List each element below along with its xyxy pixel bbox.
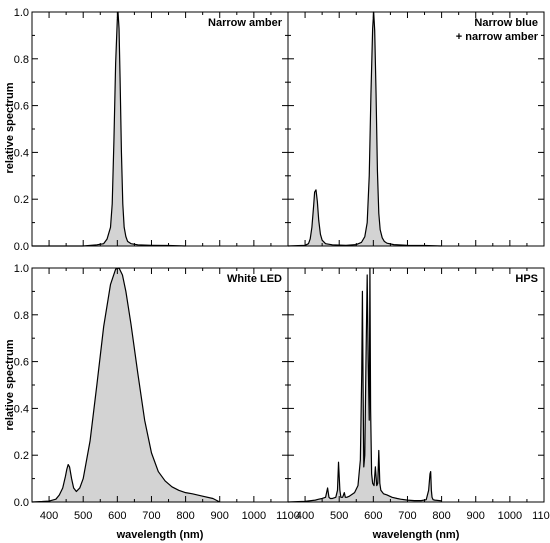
chart-panel-1: 0.0 0.2 0.4 0.6 0.8 1.0 Narrow amber	[14, 7, 289, 253]
spectrum-line	[31, 267, 221, 503]
x-tick-label: 1000	[242, 510, 266, 522]
spectrum-fill	[32, 268, 220, 502]
y-tick-label: 0.2	[14, 194, 29, 206]
x-tick-label: 1000	[498, 510, 522, 522]
y-tick-label: 0.2	[14, 450, 29, 462]
x-tick-label: 400	[40, 510, 58, 522]
x-tick-label: 800	[432, 510, 450, 522]
y-tick-label: 1.0	[14, 263, 29, 275]
y-tick-label: 0.6	[14, 101, 29, 113]
x-tick-label: 700	[398, 510, 416, 522]
y-tick-label: 0.8	[14, 310, 29, 322]
x-axis-title-left: wavelength (nm)	[116, 529, 204, 541]
x-tick-label: 1100	[276, 510, 300, 522]
y-tick-label: 0.4	[14, 147, 29, 159]
x-tick-label: 900	[467, 510, 485, 522]
panel-frame	[287, 11, 545, 247]
x-tick-label: 600	[108, 510, 126, 522]
chart-panel-4: 400 500 600 700 800 900 1000 1100 HPS	[287, 267, 550, 522]
chart-panel-3: 400 500 600 700 800 900 1000 1100 0.0 0.2 0.4 0.6 0.…	[14, 263, 300, 522]
panel-grid: 0.0 0.2 0.4 0.6 0.8 1.0 Narrow amber Narrow blu…	[14, 7, 550, 522]
y-axis-title-top: relative spectrum	[4, 82, 16, 173]
x-tick-label: 500	[330, 510, 348, 522]
y-tick-label: 0.6	[14, 357, 29, 369]
spectrum-line	[287, 11, 442, 247]
panel-title: + narrow amber	[456, 31, 539, 43]
spectrum-fill	[288, 12, 442, 246]
panel-frame	[31, 11, 289, 247]
x-tick-label: 800	[176, 510, 194, 522]
panel-frame	[287, 267, 545, 503]
y-tick-label: 0.0	[14, 497, 29, 509]
y-tick-label: 0.0	[14, 241, 29, 253]
spectrum-line	[287, 267, 442, 503]
chart-panel-2: Narrow blue + narrow amber	[287, 11, 545, 247]
x-tick-label: 500	[74, 510, 92, 522]
x-tick-label: 700	[142, 510, 160, 522]
panel-title: Narrow amber	[208, 17, 283, 29]
spectrum-fill	[288, 268, 442, 502]
x-tick-label: 900	[211, 510, 229, 522]
x-tick-label: 600	[364, 510, 382, 522]
y-tick-label: 0.8	[14, 54, 29, 66]
panel-frame	[31, 267, 289, 503]
spectrum-fill	[32, 12, 186, 246]
spectrum-line	[32, 11, 186, 247]
y-tick-label: 0.4	[14, 403, 29, 415]
panel-title: White LED	[227, 273, 282, 285]
x-tick-label: 400	[296, 510, 314, 522]
panel-title: HPS	[515, 273, 538, 285]
y-axis-title-bottom: relative spectrum	[4, 339, 16, 430]
x-tick-label: 1100	[532, 510, 550, 522]
y-tick-label: 1.0	[14, 7, 29, 19]
x-axis-title-right: wavelength (nm)	[372, 529, 460, 541]
panel-title: Narrow blue	[474, 17, 538, 29]
